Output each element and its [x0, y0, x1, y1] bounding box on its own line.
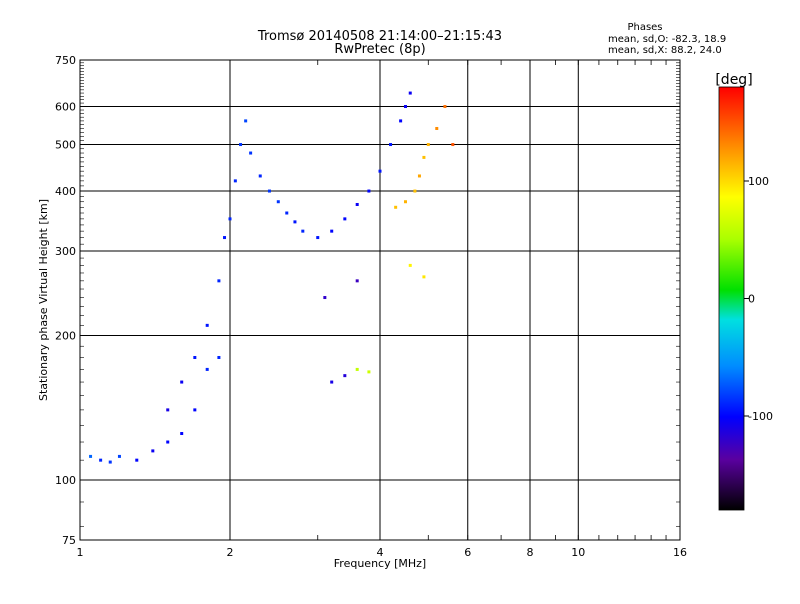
echo-point-O — [180, 432, 184, 436]
y-tick-label: 200 — [55, 330, 76, 343]
echo-point-O — [293, 220, 297, 224]
echo-point-O — [343, 217, 347, 221]
x-tick-label: 4 — [377, 546, 384, 559]
echo-point-X — [394, 205, 398, 209]
echo-point-O — [330, 229, 334, 233]
echo-point-O — [99, 458, 103, 462]
colorbar-tick-label: 100 — [748, 175, 769, 188]
echo-point-O — [330, 380, 334, 384]
echo-point-X — [451, 143, 455, 147]
echo-point-X — [367, 370, 371, 374]
echo-point-O — [316, 236, 320, 240]
y-tick-label: 300 — [55, 245, 76, 258]
x-tick-label: 1 — [77, 546, 84, 559]
echo-point-O — [408, 91, 412, 95]
colorbar-ticks: 100 0 -100 — [744, 175, 773, 423]
echo-point-O — [399, 119, 403, 123]
echo-point-O — [223, 236, 227, 240]
x-tick-label: 8 — [527, 546, 534, 559]
echo-point-O — [89, 454, 93, 458]
echo-point-X — [422, 275, 426, 279]
stats-heading: Phases — [627, 22, 662, 33]
echo-point-O — [205, 323, 209, 327]
echo-point-O — [285, 211, 289, 215]
y-tick-label: 100 — [55, 474, 76, 487]
echo-point-O — [180, 380, 184, 384]
data-points — [89, 91, 455, 464]
echo-point-O — [323, 296, 327, 300]
colorbar-label: [deg] — [715, 72, 752, 88]
colorbar-tick-label: -100 — [748, 410, 773, 423]
echo-point-O — [193, 355, 197, 359]
y-axis-label: Stationary phase Virtual Height [km] — [37, 199, 50, 401]
echo-point-O — [355, 279, 359, 283]
echo-point-O — [276, 200, 280, 204]
echo-point-X — [355, 367, 359, 371]
colorbar-tick-label: 0 — [748, 293, 755, 306]
y-axis-ticks: 75 100 200 300 400 500 600 750 — [55, 54, 76, 547]
x-axis-ticks: 1 2 4 6 8 10 16 — [77, 546, 688, 559]
x-axis-label: Frequency [MHz] — [334, 557, 426, 570]
x-tick-label: 10 — [571, 546, 585, 559]
colorbar — [718, 86, 745, 511]
y-tick-label: 400 — [55, 185, 76, 198]
echo-point-O — [239, 143, 243, 147]
echo-point-O — [166, 440, 170, 444]
echo-point-X — [443, 105, 447, 109]
echo-point-O — [228, 217, 232, 221]
echo-point-O — [367, 189, 371, 193]
minor-ticks — [79, 59, 681, 540]
x-tick-label: 6 — [464, 546, 471, 559]
y-tick-label: 750 — [55, 54, 76, 67]
echo-point-X — [417, 174, 421, 178]
x-tick-label: 16 — [673, 546, 687, 559]
echo-point-O — [378, 169, 382, 173]
x-tick-label: 2 — [227, 546, 234, 559]
echo-point-O — [389, 143, 393, 147]
echo-point-X — [408, 263, 412, 267]
echo-point-X — [403, 200, 407, 204]
chart-subtitle: RwPretec (8p) — [334, 42, 425, 57]
y-tick-label: 75 — [62, 534, 76, 547]
echo-point-X — [422, 155, 426, 159]
echo-point-O — [108, 460, 112, 464]
echo-point-X — [426, 143, 430, 147]
stats-line-x: mean, sd,X: 88.2, 24.0 — [608, 45, 722, 56]
echo-point-O — [166, 408, 170, 412]
echo-point-O — [258, 174, 262, 178]
chart-title: Tromsø 20140508 21:14:00–21:15:43 — [257, 29, 502, 44]
echo-point-O — [301, 229, 305, 233]
echo-point-O — [151, 449, 155, 453]
echo-point-O — [403, 105, 407, 109]
stats-line-o: mean, sd,O: -82.3, 18.9 — [608, 34, 726, 45]
echo-point-O — [205, 367, 209, 371]
echo-point-O — [193, 408, 197, 412]
echo-point-O — [267, 189, 271, 193]
echo-point-O — [244, 119, 248, 123]
echo-point-X — [413, 189, 417, 193]
echo-point-O — [233, 179, 237, 183]
y-tick-label: 600 — [55, 101, 76, 114]
echo-point-O — [249, 151, 253, 155]
echo-point-O — [343, 374, 347, 378]
echo-point-O — [217, 355, 221, 359]
echo-point-O — [217, 279, 221, 283]
echo-point-X — [435, 126, 439, 130]
echo-point-O — [117, 454, 121, 458]
echo-point-O — [135, 458, 139, 462]
y-tick-label: 500 — [55, 139, 76, 152]
grid-lines — [80, 60, 680, 540]
echo-point-O — [355, 202, 359, 206]
